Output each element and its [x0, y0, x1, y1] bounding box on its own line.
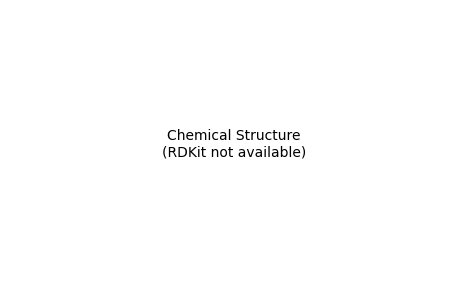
Text: Chemical Structure
(RDKit not available): Chemical Structure (RDKit not available) — [162, 129, 306, 159]
